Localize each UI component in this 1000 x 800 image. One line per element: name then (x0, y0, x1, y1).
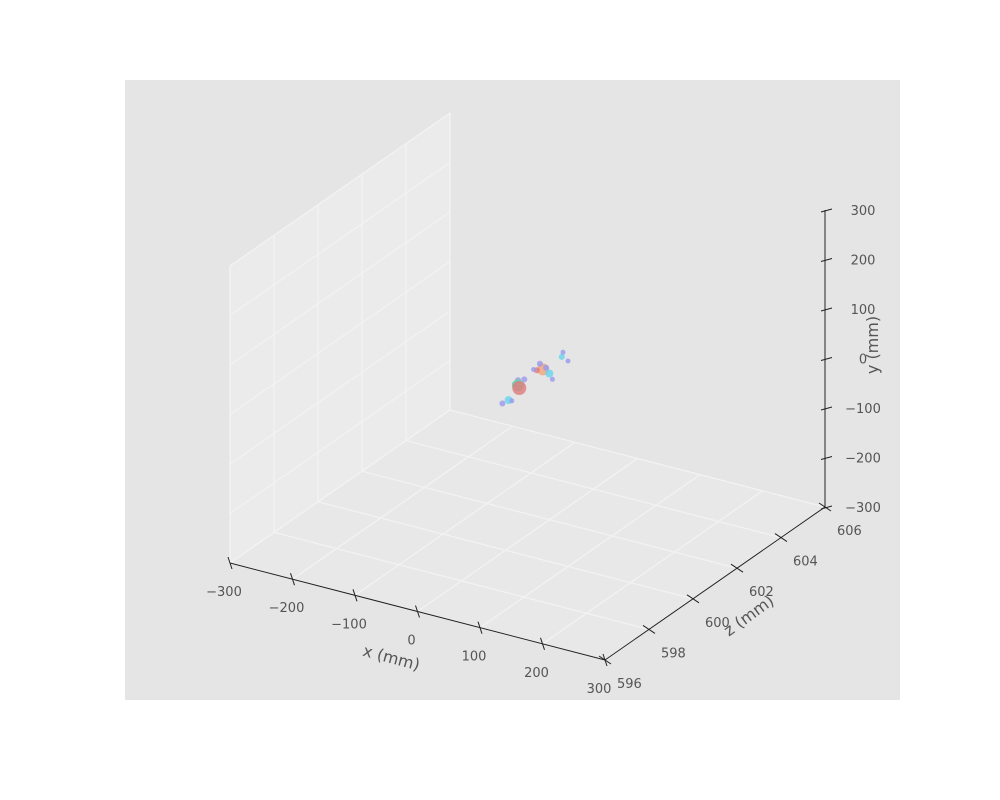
scatter-point (558, 353, 565, 360)
grid-line-x (542, 490, 763, 645)
z-tick (774, 533, 788, 543)
grid-line-y (229, 211, 451, 366)
x-tick-label: 0 (407, 634, 415, 649)
y-tick (820, 406, 833, 411)
grid-line-y (229, 112, 451, 267)
scatter-points (499, 349, 571, 407)
scatter-point (531, 367, 537, 372)
z-tick (818, 502, 832, 512)
x-tick-label: 300 (587, 682, 612, 697)
x-tick (415, 605, 420, 618)
x-tick-label: −300 (206, 585, 242, 600)
z-tick-label: 600 (705, 616, 730, 631)
x-ticks: −300 −200 −100 0 100 200 300 (206, 556, 612, 697)
y-ticks: −300 −200 −100 0 100 200 300 (820, 204, 881, 516)
grid-line-z-floor (449, 409, 826, 508)
z-tick (730, 563, 744, 573)
scatter-point (509, 398, 515, 404)
y-tick (820, 307, 833, 312)
grid-line-x (479, 474, 701, 629)
scatter-point (499, 400, 506, 407)
z-tick-label: 598 (661, 646, 686, 661)
x-tick (290, 573, 295, 586)
x-tick-label: −100 (331, 617, 367, 632)
y-tick (820, 208, 833, 213)
y-tick (820, 505, 833, 510)
grid-line-y (229, 409, 451, 564)
grid-line-x (417, 457, 638, 613)
y-tick-label: −100 (845, 402, 881, 417)
grid-line-z-floor (361, 470, 738, 569)
z-axis-line (604, 506, 826, 661)
scatter-point (521, 376, 528, 383)
x-tick (227, 556, 233, 570)
grid-line-x (354, 441, 576, 596)
grid-line-z-floor (405, 439, 782, 539)
z-tick-label: 606 (837, 524, 862, 539)
z-tick-label: 596 (617, 677, 642, 692)
grid-line-y (229, 260, 451, 416)
y-axis-label: y (mm) (863, 316, 882, 374)
z-tick (598, 655, 612, 665)
scatter-point (536, 360, 543, 367)
grid-line-z-floor (273, 531, 650, 631)
z-ticks: 596 598 600 602 604 606 (598, 502, 862, 692)
y-tick (820, 258, 833, 262)
x-tick-label: 200 (524, 666, 549, 681)
x-tick (352, 589, 358, 602)
x-tick (540, 637, 545, 650)
grid-line-y (229, 161, 451, 317)
y-tick-label: 0 (859, 353, 867, 368)
grid-line-y (229, 310, 451, 465)
y-tick-label: 100 (851, 303, 876, 318)
y-tick-label: 300 (851, 204, 876, 219)
scatter-point (549, 376, 555, 382)
x-tick-label: 100 (462, 650, 487, 665)
y-tick (820, 357, 833, 361)
y-tick (820, 456, 833, 460)
x-tick (477, 621, 483, 634)
z-tick (642, 624, 656, 634)
y-tick-label: 200 (851, 254, 876, 269)
grid-line-z-floor (317, 501, 694, 600)
scatter-point (560, 349, 566, 355)
y-tick-label: −200 (845, 452, 881, 467)
scatter-point (512, 381, 527, 395)
x-tick-label: −200 (269, 601, 305, 616)
z-tick-label: 602 (749, 585, 774, 600)
scatter-point (543, 364, 550, 371)
grid-line-y (229, 359, 451, 515)
scatter-point (565, 358, 571, 364)
grid-line-x (292, 425, 513, 580)
scatter-point (545, 369, 554, 378)
z-tick (686, 594, 700, 604)
z-tick-label: 604 (793, 555, 818, 570)
y-tick-label: −300 (845, 501, 881, 516)
